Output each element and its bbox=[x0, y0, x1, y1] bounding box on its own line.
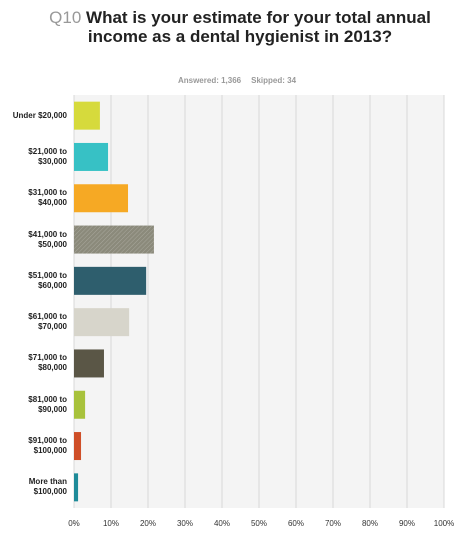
x-tick-label: 100% bbox=[434, 519, 454, 528]
y-tick-label: More than $100,000 bbox=[28, 477, 67, 497]
y-tick-label: $81,000 to $90,000 bbox=[28, 394, 67, 414]
bar bbox=[74, 473, 79, 502]
question-number: Q10 bbox=[49, 8, 82, 27]
answered: Answered: 1,366 bbox=[177, 76, 242, 85]
skipped: Skipped: 34 bbox=[251, 76, 297, 85]
chart-title: What is your estimate for your total ann… bbox=[86, 8, 431, 46]
x-tick-label: 90% bbox=[399, 519, 415, 528]
x-tick-label: 30% bbox=[177, 519, 193, 528]
x-tick-label: 10% bbox=[103, 519, 119, 528]
bar bbox=[74, 390, 86, 419]
title-block: Q10 What is your estimate for your total… bbox=[40, 8, 440, 46]
y-tick-label: $91,000 to $100,000 bbox=[28, 436, 67, 456]
bar bbox=[74, 266, 147, 295]
x-tick-label: 40% bbox=[214, 519, 230, 528]
y-tick-label: $71,000 to $80,000 bbox=[28, 353, 67, 373]
y-tick-label: Under $20,000 bbox=[12, 110, 67, 120]
y-tick-label: $31,000 to $40,000 bbox=[28, 188, 67, 208]
x-tick-label: 70% bbox=[325, 519, 341, 528]
y-tick-label: $21,000 to $30,000 bbox=[28, 146, 67, 166]
y-tick-label: $61,000 to $70,000 bbox=[28, 312, 67, 332]
bar bbox=[74, 184, 129, 213]
x-tick-label: 0% bbox=[68, 519, 80, 528]
bar-hatch bbox=[74, 225, 154, 254]
bar bbox=[74, 101, 100, 130]
bar bbox=[74, 349, 104, 378]
x-tick-label: 20% bbox=[140, 519, 156, 528]
y-tick-label: $41,000 to $50,000 bbox=[28, 229, 67, 249]
meta: Answered: 1,366 Skipped: 34 bbox=[0, 76, 474, 85]
x-tick-label: 60% bbox=[288, 519, 304, 528]
x-tick-label: 50% bbox=[251, 519, 267, 528]
y-tick-label: $51,000 to $60,000 bbox=[28, 270, 67, 290]
bar bbox=[74, 308, 130, 337]
bar bbox=[74, 142, 109, 171]
x-tick-label: 80% bbox=[362, 519, 378, 528]
bar bbox=[74, 432, 82, 461]
